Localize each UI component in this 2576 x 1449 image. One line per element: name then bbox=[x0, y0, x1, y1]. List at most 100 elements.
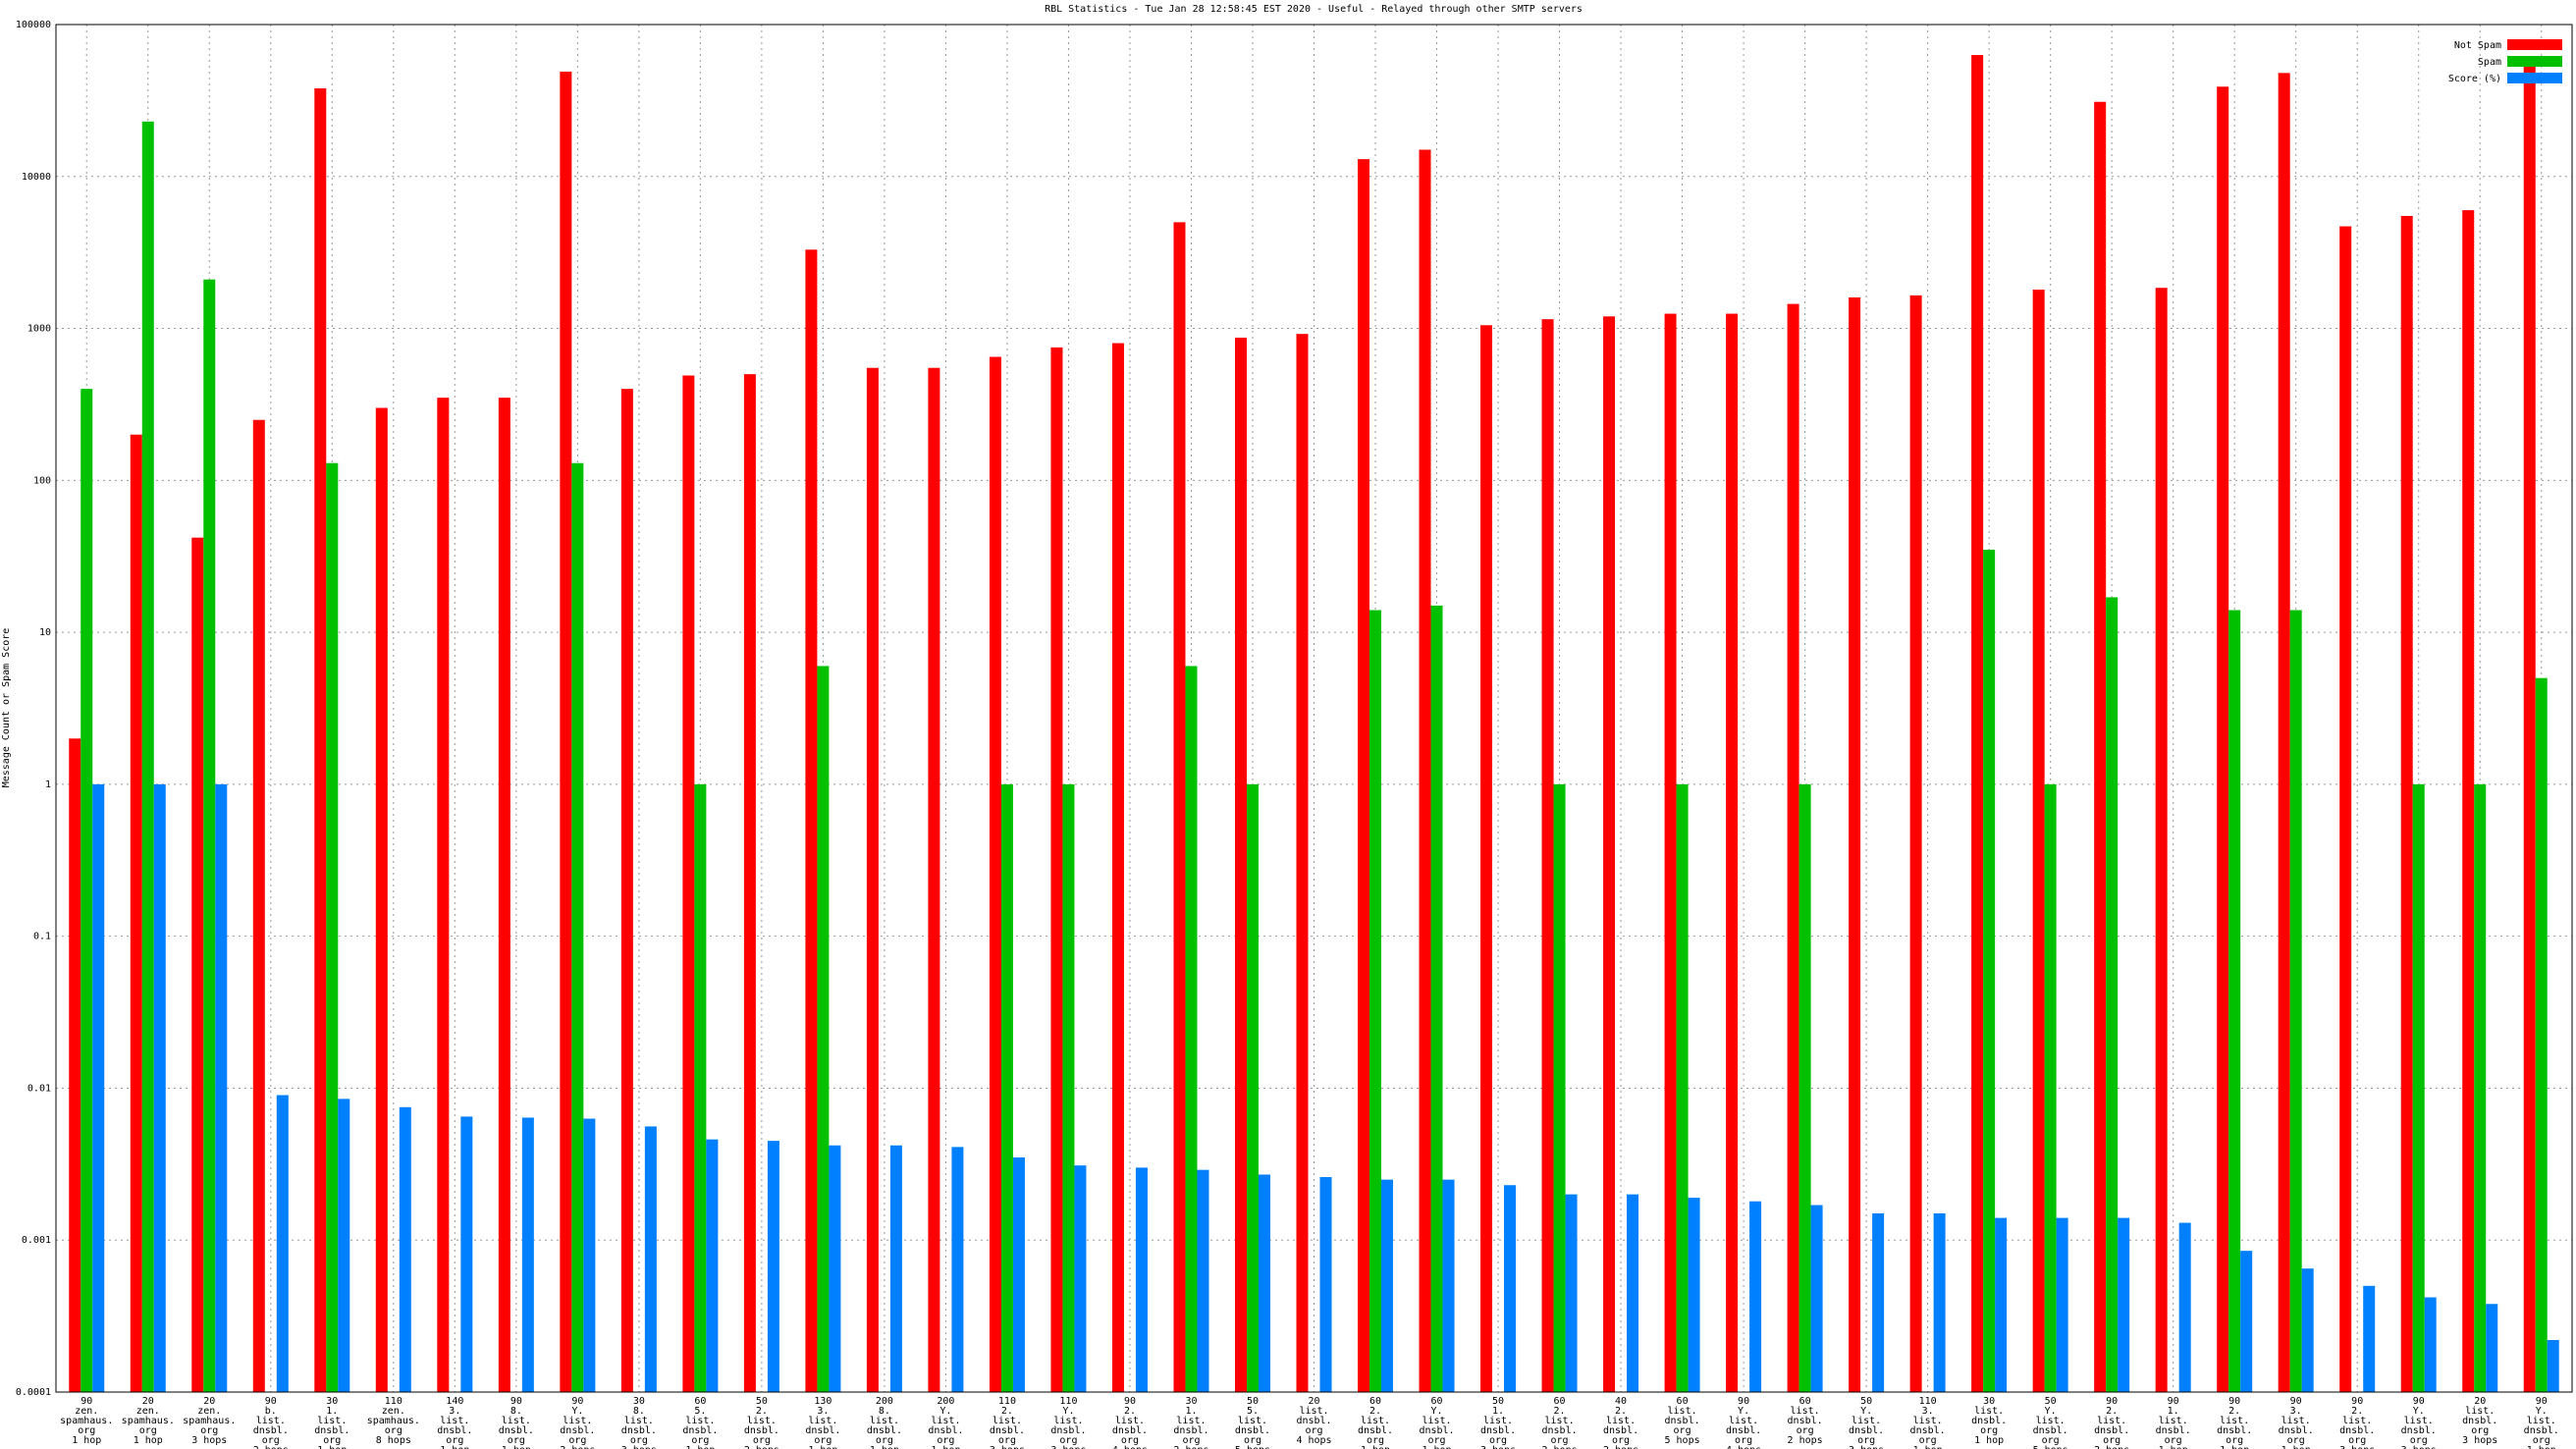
x-tick-label: Y. bbox=[939, 1406, 951, 1417]
x-tick-label: dnsbl. bbox=[2401, 1425, 2437, 1436]
bar bbox=[1074, 1165, 1087, 1392]
x-tick-label: list. bbox=[256, 1416, 286, 1426]
x-tick-label: 2 hops bbox=[744, 1445, 779, 1449]
x-tick-label: 3. bbox=[2290, 1406, 2302, 1417]
x-tick-label: list. bbox=[1299, 1406, 1328, 1417]
x-tick-label: dnsbl. bbox=[2339, 1425, 2375, 1436]
bar bbox=[989, 356, 1001, 1392]
x-tick-label: list. bbox=[931, 1416, 960, 1426]
x-tick-label: Y. bbox=[2413, 1406, 2425, 1417]
x-tick-label: 60 bbox=[1554, 1396, 1566, 1407]
x-tick-label: 2. bbox=[1615, 1406, 1627, 1417]
x-tick-label: 1 hop bbox=[2159, 1445, 2188, 1449]
bar bbox=[767, 1141, 779, 1392]
x-tick-label: 90 bbox=[1738, 1396, 1749, 1407]
x-tick-label: 3. bbox=[449, 1406, 460, 1417]
bar bbox=[2547, 1340, 2559, 1392]
bar bbox=[571, 462, 584, 1392]
bar bbox=[2289, 610, 2302, 1392]
x-tick-label: org bbox=[2533, 1435, 2550, 1446]
x-tick-label: dnsbl. bbox=[990, 1425, 1025, 1436]
bar bbox=[1234, 337, 1247, 1392]
x-tick-label: org bbox=[2410, 1435, 2428, 1446]
x-tick-label: dnsbl. bbox=[1910, 1425, 1946, 1436]
x-tick-label: 1 hop bbox=[1974, 1435, 2004, 1446]
x-tick-label: 2 hops bbox=[253, 1445, 289, 1449]
bar bbox=[1319, 1176, 1332, 1392]
x-tick-label: list. bbox=[2036, 1416, 2066, 1426]
x-tick-label: 3 hops bbox=[2401, 1445, 2437, 1449]
x-tick-label: org bbox=[1489, 1435, 1507, 1446]
x-tick-label: 110 bbox=[1059, 1396, 1077, 1407]
bar bbox=[1541, 319, 1554, 1392]
x-tick-label: org bbox=[2165, 1435, 2182, 1446]
y-axis-label: Message Count or Spam Score bbox=[1, 628, 12, 788]
x-tick-label: 50 bbox=[756, 1396, 768, 1407]
bar bbox=[1480, 325, 1493, 1393]
bar bbox=[1995, 1217, 2008, 1392]
x-tick-label: 140 bbox=[446, 1396, 463, 1407]
x-tick-label: list. bbox=[2465, 1406, 2495, 1417]
bar bbox=[829, 1145, 841, 1392]
bar bbox=[2474, 783, 2487, 1392]
x-tick-label: org bbox=[508, 1435, 525, 1446]
x-tick-label: org bbox=[1735, 1435, 1752, 1446]
x-tick-label: spamhaus. bbox=[122, 1416, 175, 1426]
x-tick-label: 60 bbox=[1799, 1396, 1811, 1407]
bar bbox=[2278, 73, 2290, 1392]
x-tick-label: 1 hop bbox=[870, 1445, 899, 1449]
bar bbox=[1246, 783, 1259, 1392]
x-tick-label: list. bbox=[563, 1416, 592, 1426]
bar bbox=[866, 367, 879, 1392]
bar bbox=[326, 462, 339, 1392]
x-tick-label: list. bbox=[685, 1416, 715, 1426]
x-tick-label: 3 hops bbox=[2462, 1435, 2497, 1446]
bar bbox=[583, 1118, 596, 1392]
x-tick-label: 5 hops bbox=[2033, 1445, 2068, 1449]
x-tick-label: list. bbox=[1115, 1416, 1145, 1426]
bar bbox=[314, 88, 327, 1392]
x-tick-label: 5 hops bbox=[1665, 1435, 1700, 1446]
x-tick-label: 2. bbox=[1554, 1406, 1566, 1417]
x-tick-label: list. bbox=[1852, 1416, 1881, 1426]
y-tick-label: 0.01 bbox=[27, 1083, 51, 1094]
bar bbox=[153, 783, 166, 1392]
bar bbox=[1012, 1157, 1025, 1392]
x-tick-label: 90 bbox=[1124, 1396, 1136, 1407]
x-tick-label: dnsbl. bbox=[1358, 1425, 1393, 1436]
x-tick-label: 1 hop bbox=[440, 1445, 469, 1449]
x-tick-label: 90 bbox=[2536, 1396, 2548, 1407]
x-tick-label: 90 bbox=[2168, 1396, 2179, 1407]
bar bbox=[1810, 1205, 1823, 1392]
bar bbox=[2106, 597, 2119, 1392]
x-tick-label: spamhaus. bbox=[60, 1416, 113, 1426]
bar bbox=[2424, 1297, 2437, 1392]
x-tick-label: 90 bbox=[2106, 1396, 2118, 1407]
bar bbox=[1173, 222, 1186, 1393]
x-tick-label: list. bbox=[808, 1416, 837, 1426]
x-tick-label: 4 hops bbox=[1296, 1435, 1331, 1446]
bar bbox=[2363, 1285, 2376, 1392]
x-tick-label: 2 hops bbox=[1603, 1445, 1638, 1449]
x-tick-label: Y. bbox=[1860, 1406, 1872, 1417]
bar bbox=[1787, 303, 1799, 1393]
x-tick-label: list. bbox=[2159, 1416, 2188, 1426]
x-tick-label: 90 bbox=[571, 1396, 583, 1407]
bar bbox=[338, 1099, 350, 1392]
x-tick-label: org bbox=[2103, 1435, 2120, 1446]
x-tick-label: list. bbox=[624, 1416, 654, 1426]
x-tick-label: dnsbl. bbox=[1971, 1416, 2007, 1426]
x-tick-label: dnsbl. bbox=[1665, 1416, 1700, 1426]
x-tick-label: org bbox=[2471, 1425, 2489, 1436]
x-tick-label: 130 bbox=[814, 1396, 832, 1407]
x-tick-label: list. bbox=[1053, 1416, 1083, 1426]
x-tick-label: dnsbl. bbox=[867, 1425, 902, 1436]
x-tick-label: 1 hop bbox=[72, 1435, 101, 1446]
x-tick-label: 5. bbox=[694, 1406, 706, 1417]
x-tick-label: dnsbl. bbox=[744, 1425, 779, 1436]
x-tick-label: org bbox=[691, 1435, 709, 1446]
x-tick-label: dnsbl. bbox=[253, 1425, 289, 1436]
x-tick-label: org bbox=[876, 1435, 893, 1446]
x-tick-label: dnsbl. bbox=[1480, 1425, 1516, 1436]
